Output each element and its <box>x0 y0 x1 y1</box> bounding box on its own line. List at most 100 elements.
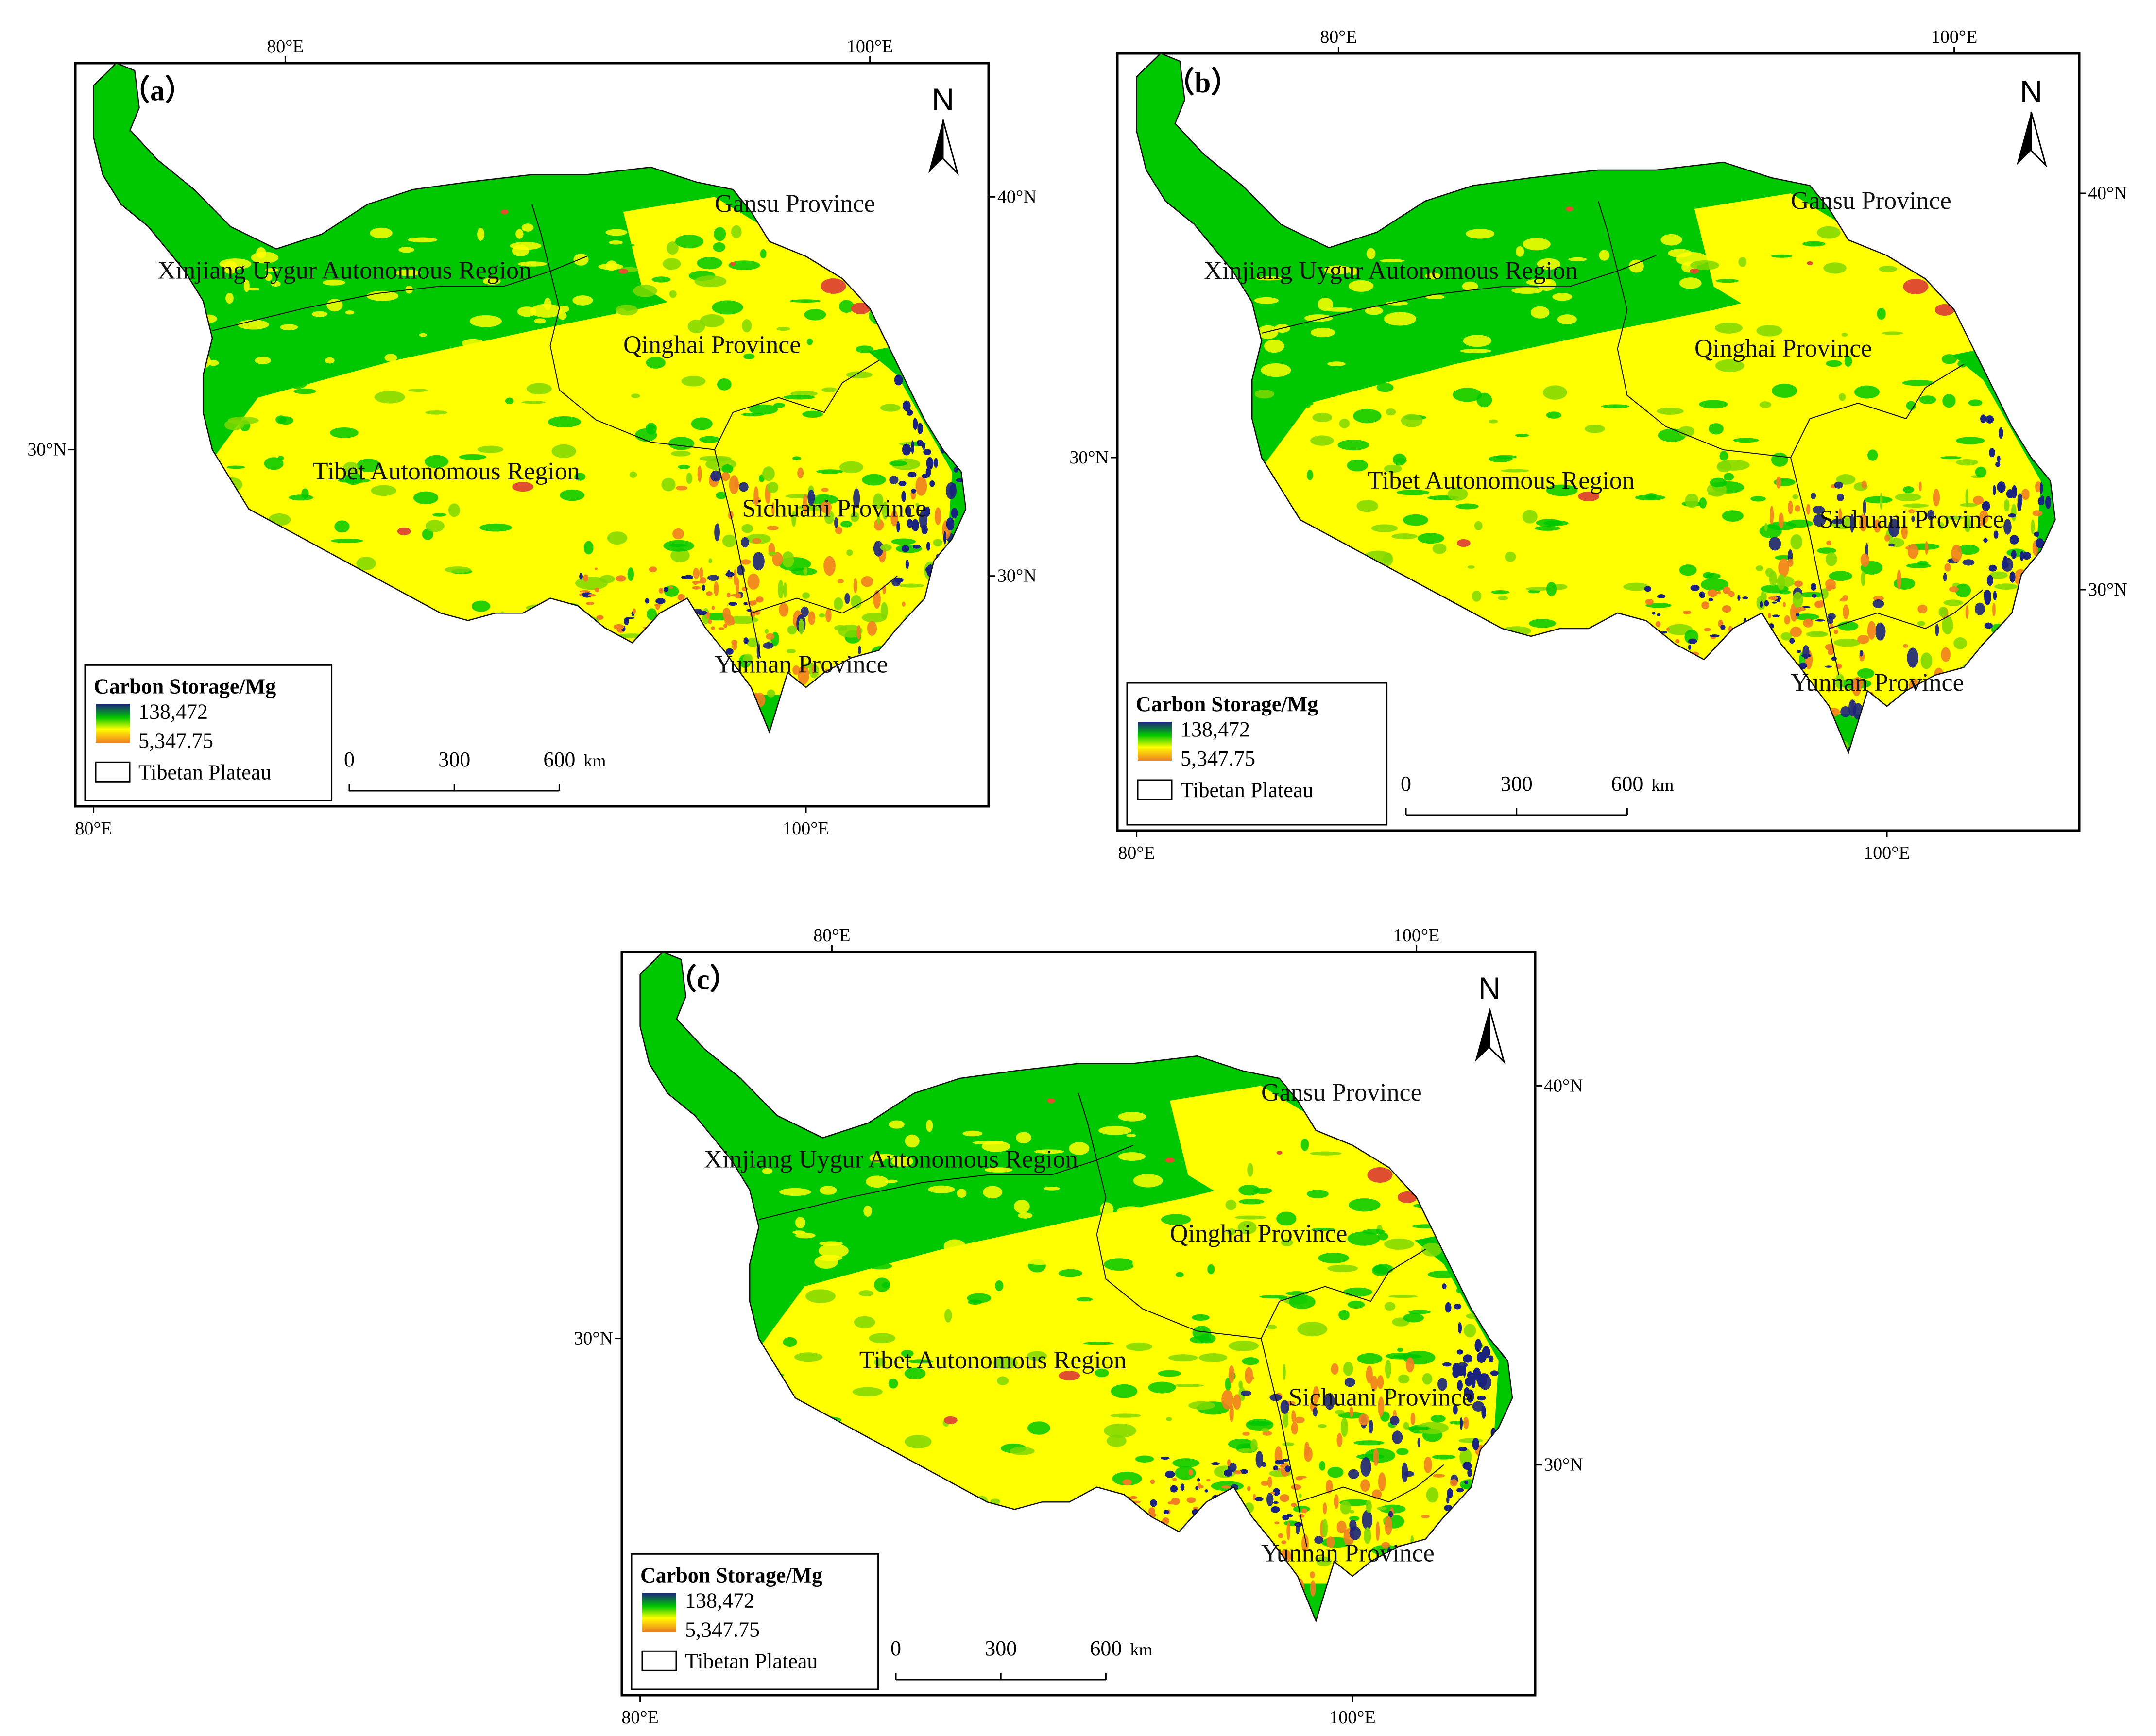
carbon-raster <box>189 197 966 732</box>
scale-bar: 0 300 600 km <box>344 748 606 792</box>
province-boundary <box>714 449 761 658</box>
scale-tick-label: 300 <box>985 1636 1017 1660</box>
legend-low: 5,347.75 <box>138 729 213 752</box>
province-boundary <box>714 360 879 450</box>
region-label: Sichuani Province <box>742 494 926 522</box>
region-label: Tibet Autonomous Region <box>1368 467 1635 494</box>
lon-label-top: 100°E <box>847 36 893 57</box>
legend-title: Carbon Storage/Mg <box>640 1563 822 1587</box>
plateau-land <box>1136 53 2055 753</box>
legend-low: 5,347.75 <box>1181 747 1255 770</box>
scale-bar: 0 300 600 km <box>890 1636 1152 1681</box>
scale-unit: km <box>1130 1640 1152 1659</box>
map-frame <box>1116 52 2081 832</box>
region-label: Xinjiang Uygur Autonomous Region <box>157 257 531 285</box>
region-label: Qinghai Province <box>1170 1220 1347 1248</box>
province-boundary <box>1261 1338 1307 1547</box>
svg-text:N: N <box>1478 971 1501 1006</box>
lat-label-left: 30°N <box>574 1328 613 1349</box>
lon-label-bottom: 100°E <box>1329 1707 1375 1728</box>
north-arrow-icon: N <box>1475 971 1506 1065</box>
region-label: Yunnan Province <box>715 651 888 679</box>
province-boundary <box>758 1144 1134 1220</box>
svg-text:N: N <box>932 82 954 117</box>
color-ramp <box>96 704 130 743</box>
province-boundary <box>1598 201 1791 458</box>
lat-label-right: 40°N <box>997 187 1037 207</box>
lon-label-top: 100°E <box>1931 27 1977 47</box>
province-boundary <box>1790 364 1964 458</box>
scale-tick-label: 0 <box>1401 772 1411 796</box>
map-frame <box>620 951 1537 1697</box>
legend-boundary: Tibetan Plateau <box>138 760 271 784</box>
legend-boundary: Tibetan Plateau <box>1181 778 1313 802</box>
lat-label-left: 30°N <box>27 440 67 460</box>
province-boundary <box>1261 255 1657 334</box>
plateau-land <box>640 952 1512 1621</box>
scale-tick-label: 0 <box>890 1636 901 1660</box>
province-boundary <box>1297 1464 1444 1503</box>
region-label: Gansu Province <box>1261 1079 1422 1106</box>
province-boundary <box>751 575 898 614</box>
scale-tick-label: 600 <box>543 748 575 771</box>
region-label: Xinjiang Uygur Autonomous Region <box>1204 257 1578 285</box>
legend-boundary: Tibetan Plateau <box>685 1649 818 1673</box>
legend-high: 138,472 <box>138 699 208 723</box>
region-label: Tibet Autonomous Region <box>313 458 580 485</box>
legend-high: 138,472 <box>685 1588 754 1612</box>
carbon-raster <box>1237 193 2052 753</box>
lon-label-bottom: 80°E <box>621 1707 658 1728</box>
lon-label-top: 80°E <box>813 925 850 946</box>
region-label: Sichuani Province <box>1819 506 2004 533</box>
province-boundary <box>1829 589 1984 630</box>
lon-label-bottom: 100°E <box>783 818 829 839</box>
lat-label-right: 40°N <box>1544 1075 1583 1096</box>
region-label: Sichuani Province <box>1288 1383 1473 1411</box>
region-label: Yunnan Province <box>1791 669 1964 697</box>
lon-label-top: 80°E <box>267 36 304 57</box>
lon-label-bottom: 100°E <box>1864 843 1910 863</box>
region-label: Tibet Autonomous Region <box>859 1346 1127 1374</box>
legend-high: 138,472 <box>1181 717 1250 741</box>
region-label: Gansu Province <box>715 190 875 218</box>
province-boundary <box>531 204 715 450</box>
map-frame <box>74 62 990 808</box>
lat-label-right: 30°N <box>1544 1455 1583 1475</box>
panel-label: （a） <box>121 74 194 107</box>
lat-label-right: 30°N <box>2088 579 2127 600</box>
north-arrow-icon: N <box>2017 74 2047 168</box>
province-boundary <box>1790 457 1839 676</box>
plateau-land <box>93 63 966 732</box>
lat-label-right: 40°N <box>2088 183 2127 204</box>
legend-title: Carbon Storage/Mg <box>1136 692 1318 716</box>
lat-label-left: 30°N <box>1069 447 1109 468</box>
region-label: Qinghai Province <box>623 331 801 359</box>
region-label: Yunnan Province <box>1261 1540 1435 1567</box>
carbon-raster <box>736 1086 1509 1621</box>
lon-label-bottom: 80°E <box>1118 843 1155 863</box>
lat-label-right: 30°N <box>997 566 1037 586</box>
legend-low: 5,347.75 <box>685 1617 760 1641</box>
scale-tick-label: 0 <box>344 748 355 771</box>
legend-title: Carbon Storage/Mg <box>94 674 276 698</box>
lon-label-top: 80°E <box>1320 27 1357 47</box>
svg-text:N: N <box>2020 74 2042 109</box>
scale-unit: km <box>583 751 606 770</box>
scale-tick-label: 300 <box>1501 772 1533 796</box>
scale-unit: km <box>1651 775 1674 795</box>
region-label: Xinjiang Uygur Autonomous Region <box>704 1146 1078 1174</box>
lon-label-bottom: 80°E <box>75 818 112 839</box>
province-boundary <box>212 255 587 331</box>
province-boundary <box>1078 1093 1262 1339</box>
scale-tick-label: 600 <box>1090 1636 1122 1660</box>
north-arrow-icon: N <box>928 82 959 176</box>
panel-label: （b） <box>1165 66 1240 99</box>
scale-bar: 0 300 600 km <box>1401 772 1674 816</box>
color-ramp <box>642 1593 676 1632</box>
lon-label-top: 100°E <box>1393 925 1439 946</box>
